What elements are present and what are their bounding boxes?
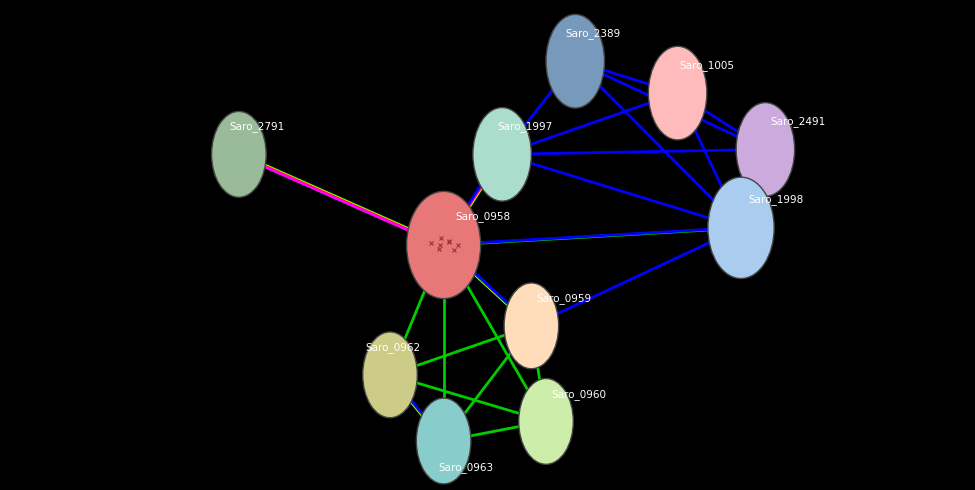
- Text: Saro_0960: Saro_0960: [551, 389, 605, 400]
- Text: Saro_2491: Saro_2491: [770, 116, 826, 127]
- Ellipse shape: [473, 107, 531, 201]
- Ellipse shape: [736, 102, 795, 196]
- Text: Saro_0959: Saro_0959: [536, 294, 592, 304]
- Ellipse shape: [504, 283, 559, 369]
- Text: Saro_1005: Saro_1005: [680, 60, 734, 71]
- Text: Saro_2389: Saro_2389: [566, 28, 621, 39]
- Text: Saro_0963: Saro_0963: [439, 463, 494, 473]
- Text: Saro_1997: Saro_1997: [497, 121, 553, 132]
- Text: Saro_2791: Saro_2791: [229, 122, 285, 132]
- Text: Saro_0962: Saro_0962: [366, 343, 421, 353]
- Ellipse shape: [708, 177, 774, 278]
- Ellipse shape: [546, 14, 604, 108]
- Ellipse shape: [416, 398, 471, 484]
- Ellipse shape: [519, 378, 573, 465]
- Ellipse shape: [212, 111, 266, 197]
- Ellipse shape: [407, 192, 481, 298]
- Text: Saro_0958: Saro_0958: [455, 211, 511, 222]
- Ellipse shape: [363, 332, 417, 418]
- Ellipse shape: [648, 46, 707, 140]
- Text: Saro_1998: Saro_1998: [749, 194, 804, 205]
